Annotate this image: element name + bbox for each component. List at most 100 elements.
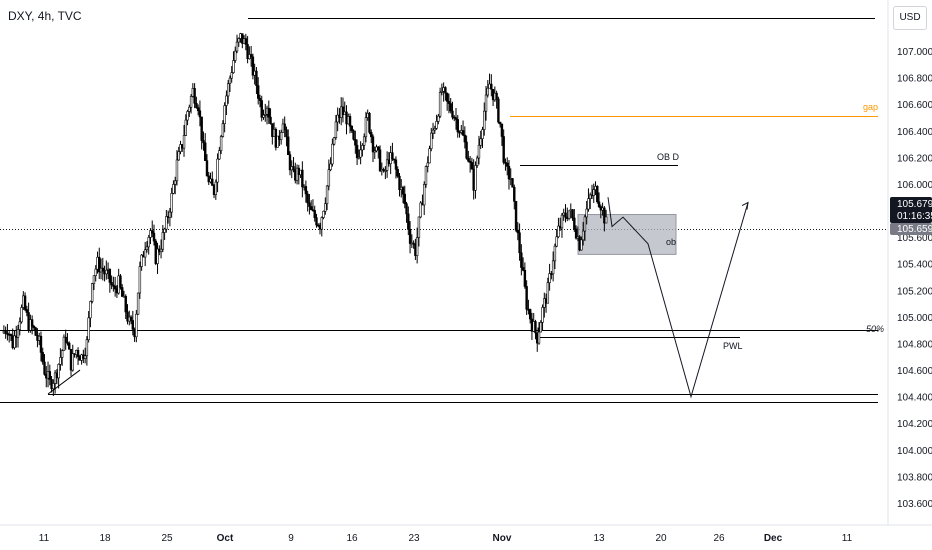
candle-body	[30, 319, 34, 327]
candle-body	[112, 284, 115, 287]
candle	[159, 239, 163, 259]
candle-body	[200, 116, 203, 141]
candle	[585, 200, 588, 225]
candle	[135, 309, 138, 343]
candle-body	[43, 361, 46, 375]
candle	[417, 216, 421, 247]
candle	[516, 222, 520, 241]
candle-body	[147, 237, 150, 248]
candle-body	[258, 98, 262, 101]
candle-body	[320, 217, 323, 230]
candle-body	[98, 256, 101, 273]
candle-body	[484, 94, 488, 112]
candle-body	[382, 169, 385, 171]
candle	[574, 225, 578, 240]
time-axis[interactable]: 11 18 25 Oct 9 16 23 Nov 13 20 26 Dec 11	[39, 533, 853, 544]
candle-body	[560, 214, 564, 229]
candle-body	[449, 103, 452, 112]
candle-body	[23, 295, 27, 310]
candle	[304, 180, 308, 203]
candle	[481, 126, 484, 148]
candle	[332, 136, 336, 146]
candle-body	[407, 213, 410, 230]
candle-body	[59, 357, 62, 365]
candle-body	[475, 157, 479, 166]
candle-body	[332, 137, 336, 145]
candle	[359, 141, 362, 165]
candle-body	[412, 242, 415, 245]
candle-body	[221, 123, 225, 137]
candle	[567, 210, 571, 221]
candle	[168, 207, 172, 227]
candle	[361, 143, 364, 157]
candle	[430, 127, 433, 152]
candle	[589, 192, 592, 210]
candle	[193, 83, 196, 109]
x-tick-label: 9	[288, 533, 294, 544]
candle-body	[497, 98, 500, 123]
candle	[382, 167, 385, 173]
candle	[350, 125, 354, 133]
candle-body	[269, 116, 272, 124]
x-tick-label: 11	[842, 533, 853, 544]
candle	[308, 194, 311, 215]
candle	[52, 379, 55, 397]
candle	[513, 184, 516, 210]
candle	[119, 274, 122, 290]
candle-body	[325, 185, 329, 205]
candle-body	[498, 121, 502, 125]
candle-body	[354, 138, 357, 146]
candle	[311, 199, 315, 212]
candle-body	[260, 100, 263, 118]
candle	[262, 109, 265, 120]
candle	[43, 354, 46, 376]
candle-body	[511, 178, 514, 188]
candle	[440, 83, 444, 96]
candle-body	[267, 107, 270, 118]
candle-body	[603, 207, 606, 224]
candle	[234, 46, 237, 63]
y-tick-label: 105.600	[897, 233, 932, 244]
marker-price-badge	[890, 223, 932, 235]
candle	[384, 166, 387, 180]
candle-body	[520, 252, 523, 268]
ob-label: ob	[666, 237, 676, 247]
candle	[403, 185, 406, 209]
candle-body	[124, 295, 127, 313]
candle-body	[156, 248, 159, 264]
candle	[152, 224, 156, 246]
candle	[534, 319, 537, 340]
candle-body	[486, 87, 489, 96]
candle	[264, 103, 267, 122]
candle	[438, 87, 442, 119]
candle-body	[20, 307, 23, 323]
candle-body	[463, 134, 467, 143]
candle-body	[234, 50, 237, 61]
candle	[149, 228, 152, 245]
candle	[313, 205, 316, 222]
candle	[463, 126, 467, 149]
candle-body	[417, 216, 421, 238]
candle-body	[304, 186, 308, 195]
candle-body	[52, 383, 55, 390]
candle	[225, 90, 228, 116]
x-tick-label: 26	[713, 533, 725, 544]
candle-body	[513, 186, 516, 202]
candle	[539, 320, 542, 333]
candle	[39, 331, 43, 362]
candle	[325, 185, 329, 211]
candle	[108, 268, 112, 293]
candle-body	[225, 95, 228, 106]
candle	[165, 209, 168, 233]
candle	[23, 292, 27, 312]
candle	[232, 51, 235, 74]
candle-body	[391, 152, 394, 160]
candle	[329, 157, 332, 172]
candle-body	[143, 249, 147, 258]
candle	[334, 114, 338, 140]
candle-body	[196, 107, 200, 112]
price-axis[interactable]: 107.000 106.800 106.600 106.400 106.200 106.0…	[897, 47, 932, 510]
currency-button[interactable]: USD	[893, 6, 927, 30]
candle	[216, 153, 219, 193]
